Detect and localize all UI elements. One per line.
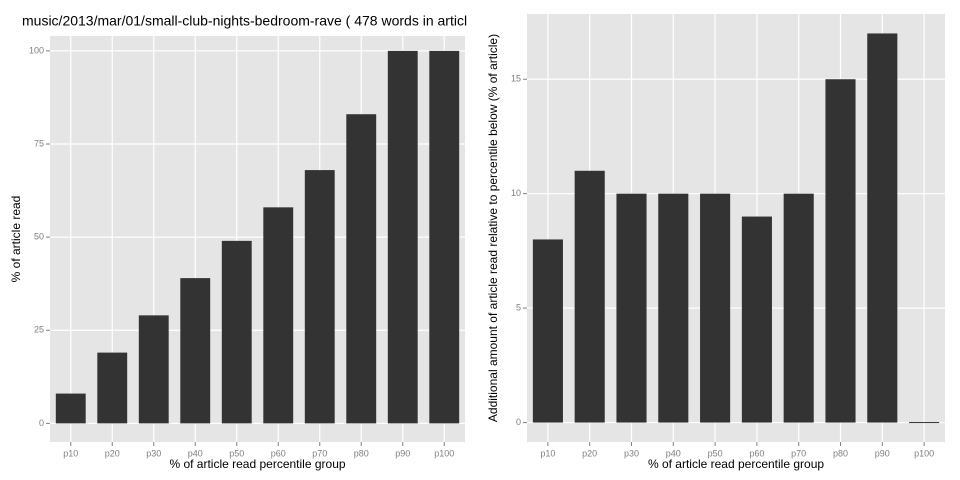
chart-title: music/2013/mar/01/small-club-nights-bedr… — [22, 13, 467, 29]
x-tick-label: p90 — [875, 448, 890, 458]
y-tick-label: 50 — [34, 232, 44, 242]
bar — [867, 33, 898, 423]
bar — [700, 193, 731, 423]
bar — [55, 393, 86, 424]
bar — [532, 239, 563, 423]
x-tick-label: p30 — [146, 448, 161, 458]
y-axis-title: % of article read — [9, 196, 23, 283]
bar — [263, 207, 294, 424]
x-tick-label: p70 — [312, 448, 327, 458]
x-tick-label: p60 — [271, 448, 286, 458]
y-tick-label: 75 — [34, 138, 44, 148]
x-tick-label: p80 — [354, 448, 369, 458]
y-tick-label: 0 — [516, 417, 521, 427]
bar — [304, 170, 335, 424]
bar — [783, 193, 814, 423]
x-tick-label: p20 — [105, 448, 120, 458]
x-axis-title: % of article read percentile group — [648, 457, 824, 471]
bar — [387, 50, 418, 424]
x-tick-label: p80 — [833, 448, 848, 458]
x-tick-label: p10 — [63, 448, 78, 458]
y-tick-label: 5 — [516, 302, 521, 312]
y-axis-title: Additional amount of article read relati… — [486, 34, 500, 422]
x-tick-label: p30 — [624, 448, 639, 458]
x-tick-label: p10 — [540, 448, 555, 458]
x-tick-label: p20 — [582, 448, 597, 458]
bar — [138, 315, 169, 424]
x-tick-label: p90 — [395, 448, 410, 458]
y-tick-label: 10 — [511, 188, 521, 198]
y-tick-label: 15 — [511, 74, 521, 84]
x-tick-label: p100 — [914, 448, 934, 458]
x-tick-label: p50 — [708, 448, 723, 458]
x-tick-label: p100 — [434, 448, 454, 458]
bar — [741, 216, 772, 423]
y-tick-label: 25 — [34, 325, 44, 335]
x-tick-label: p40 — [666, 448, 681, 458]
y-tick-label: 0 — [39, 418, 44, 428]
y-tick-label: 100 — [29, 45, 44, 55]
x-tick-label: p60 — [749, 448, 764, 458]
bar — [429, 50, 460, 424]
x-axis-title: % of article read percentile group — [169, 457, 345, 471]
bar — [346, 114, 377, 424]
bar — [180, 278, 211, 424]
x-tick-label: p70 — [791, 448, 806, 458]
bar — [97, 352, 128, 424]
x-tick-label: p40 — [188, 448, 203, 458]
bar — [909, 422, 940, 424]
bar — [825, 79, 856, 423]
bar — [616, 193, 647, 423]
x-tick-label: p50 — [229, 448, 244, 458]
bar — [574, 170, 605, 423]
bar — [221, 240, 252, 424]
bar — [658, 193, 689, 423]
